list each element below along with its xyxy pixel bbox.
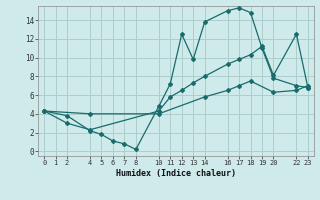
X-axis label: Humidex (Indice chaleur): Humidex (Indice chaleur) [116,169,236,178]
